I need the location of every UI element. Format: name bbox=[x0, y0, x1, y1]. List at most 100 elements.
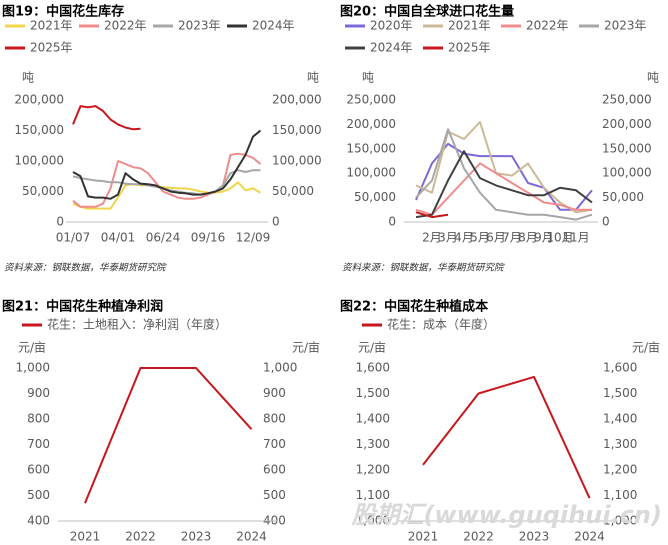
x-tick-label: 12/09 bbox=[236, 231, 271, 245]
y-tick-label: 400 bbox=[27, 514, 50, 528]
y-tick-label: 1,300 bbox=[356, 437, 390, 451]
watermark: 股期汇(www.guqihui.cn) bbox=[350, 501, 662, 529]
x-tick-label: 2021 bbox=[408, 530, 439, 544]
legend-label: 2024年 bbox=[252, 19, 295, 33]
x-tick-label: 10月 bbox=[546, 231, 573, 245]
y2-tick-label: 50,000 bbox=[602, 190, 644, 204]
y2-axis-unit: 吨 bbox=[647, 71, 659, 85]
legend-label: 2024年 bbox=[370, 41, 413, 55]
x-tick-label: 2024 bbox=[236, 530, 267, 544]
legend-label: 花生：成本（年度） bbox=[387, 317, 495, 332]
chart-title: 图19：中国花生库存 bbox=[2, 4, 124, 20]
y-axis-unit: 元/亩 bbox=[18, 340, 46, 355]
y-tick-label: 0 bbox=[388, 215, 396, 229]
y-tick-label: 100,000 bbox=[346, 166, 396, 180]
y2-tick-label: 1,000 bbox=[603, 514, 637, 528]
legend-label: 2021年 bbox=[30, 19, 73, 33]
x-tick-label: 11月 bbox=[562, 231, 589, 245]
series-line bbox=[415, 142, 593, 211]
y-tick-label: 600 bbox=[27, 463, 50, 477]
source-note: 资料来源：钢联数据，华泰期货研究院 bbox=[342, 262, 505, 274]
y-axis-unit: 吨 bbox=[22, 71, 34, 85]
y-tick-label: 200,000 bbox=[346, 117, 396, 131]
y-tick-label: 1,600 bbox=[356, 361, 390, 375]
y2-tick-label: 1,600 bbox=[603, 361, 637, 375]
series-line bbox=[422, 375, 591, 499]
chart-title: 图21：中国花生种植净利润 bbox=[2, 299, 163, 315]
y-tick-label: 250,000 bbox=[346, 93, 396, 107]
series-line bbox=[72, 129, 262, 200]
y-tick-label: 900 bbox=[27, 386, 50, 400]
y-tick-label: 50,000 bbox=[354, 190, 396, 204]
y-tick-label: 500 bbox=[27, 488, 50, 502]
x-tick-label: 2022 bbox=[463, 530, 494, 544]
legend-label: 2023年 bbox=[178, 19, 221, 33]
x-tick-label: 2021 bbox=[70, 530, 101, 544]
y2-tick-label: 0 bbox=[272, 215, 280, 229]
x-tick-label: 2023 bbox=[181, 530, 212, 544]
x-tick-label: 04/01 bbox=[101, 231, 136, 245]
legend-label: 花生：土地租入：净利润（年度） bbox=[47, 317, 227, 332]
x-tick-label: 2024 bbox=[574, 530, 605, 544]
x-tick-label: 2月 bbox=[422, 231, 442, 245]
y2-axis-unit: 元/亩 bbox=[292, 340, 320, 355]
y2-tick-label: 150,000 bbox=[602, 141, 652, 155]
x-tick-label: 7月 bbox=[502, 231, 522, 245]
legend-label: 2022年 bbox=[104, 19, 147, 33]
legend-label: 2021年 bbox=[448, 19, 491, 33]
y-axis-unit: 吨 bbox=[362, 71, 374, 85]
y-tick-label: 100,000 bbox=[14, 154, 64, 168]
y-tick-label: 1,200 bbox=[356, 463, 390, 477]
series-line bbox=[415, 162, 592, 216]
chart-title: 图22：中国花生种植成本 bbox=[340, 299, 488, 315]
x-tick-label: 5月 bbox=[470, 231, 490, 245]
y2-tick-label: 500 bbox=[263, 488, 286, 502]
x-tick-label: 01/07 bbox=[56, 231, 91, 245]
legend-label: 2020年 bbox=[370, 19, 413, 33]
y2-tick-label: 1,000 bbox=[263, 361, 297, 375]
x-tick-label: 8月 bbox=[518, 231, 538, 245]
series-line bbox=[415, 128, 593, 221]
y2-axis-unit: 吨 bbox=[307, 71, 319, 85]
y-tick-label: 1,500 bbox=[356, 386, 390, 400]
y-tick-label: 800 bbox=[27, 412, 50, 426]
y-tick-label: 50,000 bbox=[22, 184, 64, 198]
y-tick-label: 1,400 bbox=[356, 412, 390, 426]
y-tick-label: 1,100 bbox=[356, 488, 390, 502]
y2-tick-label: 1,100 bbox=[603, 488, 637, 502]
y-tick-label: 1,000 bbox=[356, 514, 390, 528]
y2-axis-unit: 元/亩 bbox=[632, 340, 660, 355]
x-tick-label: 4月 bbox=[454, 231, 474, 245]
chart-title: 图20：中国自全球进口花生量 bbox=[340, 4, 514, 20]
x-tick-label: 09/16 bbox=[191, 231, 226, 245]
series-line bbox=[415, 211, 449, 219]
y2-tick-label: 100,000 bbox=[602, 166, 652, 180]
legend-label: 2025年 bbox=[448, 41, 491, 55]
y2-tick-label: 100,000 bbox=[272, 154, 322, 168]
legend-label: 2022年 bbox=[526, 19, 569, 33]
series-line bbox=[72, 105, 141, 131]
x-tick-label: 2023 bbox=[519, 530, 550, 544]
source-note: 资料来源：钢联数据，华泰期货研究院 bbox=[4, 262, 167, 274]
y2-tick-label: 250,000 bbox=[602, 93, 652, 107]
y-tick-label: 200,000 bbox=[14, 93, 64, 107]
y2-tick-label: 1,300 bbox=[603, 437, 637, 451]
x-tick-label: 9月 bbox=[534, 231, 554, 245]
y2-tick-label: 600 bbox=[263, 463, 286, 477]
legend-label: 2025年 bbox=[30, 41, 73, 55]
y2-tick-label: 1,400 bbox=[603, 412, 637, 426]
series-line bbox=[72, 181, 261, 210]
y2-tick-label: 700 bbox=[263, 437, 286, 451]
y-axis-unit: 元/亩 bbox=[358, 340, 386, 355]
y2-tick-label: 900 bbox=[263, 386, 286, 400]
y-tick-label: 150,000 bbox=[14, 123, 64, 137]
y2-tick-label: 0 bbox=[602, 215, 610, 229]
y2-tick-label: 800 bbox=[263, 412, 286, 426]
x-tick-label: 3月 bbox=[438, 231, 458, 245]
y2-tick-label: 150,000 bbox=[272, 123, 322, 137]
y2-tick-label: 200,000 bbox=[602, 117, 652, 131]
y2-tick-label: 1,500 bbox=[603, 386, 637, 400]
x-tick-label: 2022 bbox=[125, 530, 156, 544]
legend-label: 2023年 bbox=[604, 19, 647, 33]
